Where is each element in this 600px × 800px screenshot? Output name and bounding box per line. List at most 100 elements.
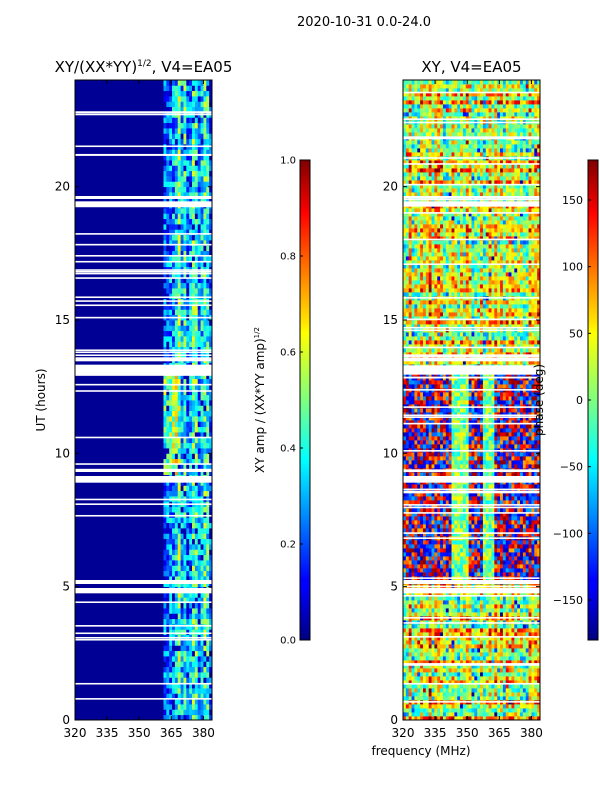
heatmap-cell [460,540,464,545]
heatmap-cell [434,524,438,529]
heatmap-cell [169,597,173,604]
heatmap-cell [491,628,495,633]
heatmap-cell [477,572,481,577]
heatmap-cell [497,512,501,517]
heatmap-cell [502,660,507,665]
heatmap-cell [200,224,204,230]
heatmap-cell [177,554,181,561]
heatmap-cell [525,540,529,545]
heatmap-cell [482,716,487,720]
heatmap-cell [174,170,179,177]
heatmap-cell [169,426,173,433]
heatmap-cell [200,197,204,204]
heatmap-cell [194,640,199,646]
heatmap-cell [505,704,509,709]
heatmap-cell [183,709,187,716]
heatmap-cell [163,666,167,673]
heatmap-cell [462,612,467,617]
heatmap-cell [485,520,490,525]
heatmap-cell [488,688,492,693]
heatmap-cell [520,640,524,645]
heatmap-cell [194,688,199,694]
heatmap-cell [460,508,464,513]
heatmap-cell [514,664,518,669]
heatmap-cell [163,186,167,193]
heatmap-cell [422,644,427,649]
heatmap-cell [192,309,196,316]
heatmap-cell [414,496,418,501]
heatmap-cell [517,596,521,601]
heatmap-cell [511,696,515,701]
heatmap-cell [537,688,540,693]
heatmap-cell [180,656,184,662]
heatmap-cell [508,632,512,637]
flagged-gap [75,588,212,594]
heatmap-cell [428,636,432,641]
heatmap-cell [434,628,438,633]
heatmap-cell [508,696,512,701]
heatmap-cell [192,325,196,332]
heatmap-cell [177,405,181,412]
heatmap-cell [494,528,498,533]
heatmap-cell [502,664,507,669]
heatmap-cell [163,448,167,454]
heatmap-cell [172,138,176,145]
heatmap-cell [537,716,540,720]
heatmap-cell [474,492,478,497]
heatmap-cell [189,704,193,710]
heatmap-cell [189,538,193,545]
heatmap-cell [425,556,430,561]
heatmap-cell [411,532,415,537]
heatmap-cell [480,528,484,533]
heatmap-cell [209,640,212,646]
heatmap-cell [194,602,199,609]
heatmap-cell [457,672,461,677]
heatmap-cell [417,668,421,673]
heatmap-cell [174,320,179,326]
heatmap-cell [417,640,421,645]
heatmap-cell [209,277,212,284]
heatmap-cell [431,608,435,613]
heatmap-cell [169,677,173,684]
heatmap-cell [180,704,184,710]
heatmap-cell [405,556,410,561]
heatmap-cell [522,544,527,549]
heatmap-cell [511,528,515,533]
heatmap-cell [203,378,207,385]
heatmap-cell [460,640,464,645]
heatmap-cell [534,496,538,501]
heatmap-cell [425,568,430,573]
heatmap-cell [177,245,181,252]
heatmap-cell [494,484,498,489]
heatmap-cell [200,405,204,412]
heatmap-cell [192,677,196,684]
heatmap-cell [411,656,415,661]
heatmap-cell [485,524,490,529]
heatmap-cell [163,90,167,97]
heatmap-cell [163,432,167,438]
heatmap-cell [408,716,412,720]
heatmap-cell [477,648,481,653]
heatmap-cell [428,572,432,577]
heatmap-cell [471,636,475,641]
heatmap-cell [192,528,196,534]
heatmap-cell [511,508,515,513]
heatmap-cell [163,80,167,86]
heatmap-cell [186,512,190,518]
heatmap-cell [414,504,418,509]
heatmap-cell [460,512,464,517]
heatmap-cell [494,640,498,645]
heatmap-cell [403,548,407,553]
heatmap-cell [454,540,458,545]
heatmap-cell [189,197,193,204]
heatmap-cell [522,664,527,669]
heatmap-cell [502,688,507,693]
flagged-gap [75,358,212,360]
heatmap-cell [500,696,504,701]
heatmap-cell [183,581,187,588]
heatmap-cell [169,602,173,609]
heatmap-cell [528,548,532,553]
heatmap-cell [457,524,461,529]
heatmap-cell [511,492,515,497]
heatmap-cell [408,680,412,685]
